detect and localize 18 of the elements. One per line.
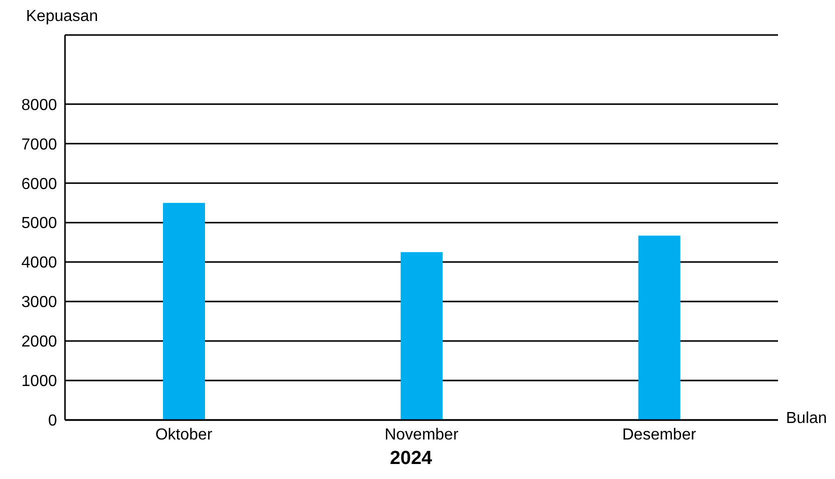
y-tick-label: 3000	[21, 294, 58, 312]
y-tick-label: 7000	[21, 136, 58, 154]
text: 2024	[390, 448, 432, 470]
bar	[638, 236, 680, 420]
bar	[163, 202, 205, 420]
x-tick-label: Desember	[622, 426, 697, 444]
x-axis-title: Bulan	[786, 410, 827, 428]
bar	[400, 252, 443, 420]
x-tick-label: Oktober	[155, 426, 213, 444]
y-tick-label: 8000	[21, 96, 58, 114]
y-tick-label: 2000	[21, 334, 58, 351]
y-tick-label: 4000	[21, 254, 58, 272]
y-tick-label: 1000	[21, 373, 58, 390]
y-tick-label: 0	[48, 412, 58, 430]
y-axis-title: Kepuasan	[26, 8, 98, 26]
y-tick-label: 5000	[21, 215, 58, 232]
y-tick-label: 6000	[21, 176, 58, 193]
x-tick-label: November	[384, 426, 460, 444]
